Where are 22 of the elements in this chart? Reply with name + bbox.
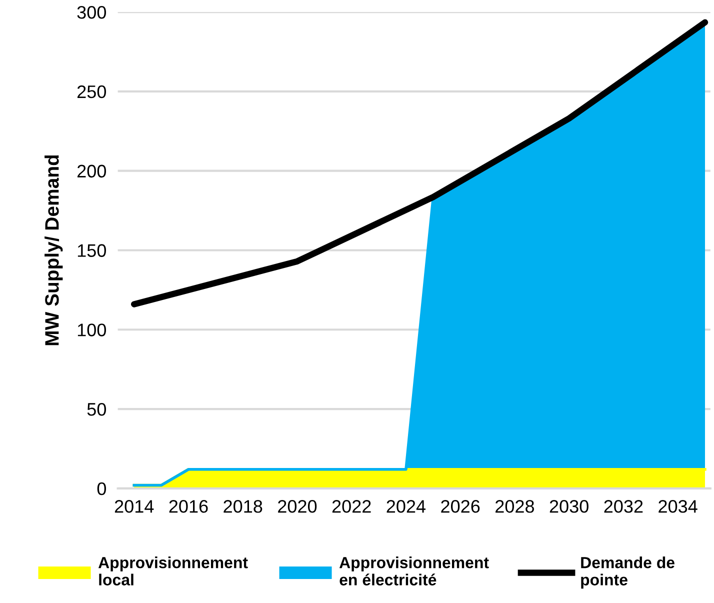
y-axis-title: MW Supply/ Demand bbox=[44, 155, 63, 346]
x-tick-label: 2028 bbox=[496, 500, 534, 513]
x-tick-label: 2020 bbox=[278, 500, 317, 513]
x-tick-label: 2026 bbox=[441, 500, 480, 513]
x-tick-label: 2016 bbox=[169, 500, 208, 513]
x-tick-label: 2018 bbox=[224, 500, 262, 513]
y-tick-label: 150 bbox=[78, 244, 106, 257]
y-tick-label: 100 bbox=[78, 324, 106, 336]
x-tick-label: 2032 bbox=[604, 500, 643, 513]
y-tick-label: 250 bbox=[77, 85, 106, 98]
legend-label: Demande de pointe bbox=[581, 556, 674, 589]
legend-label: Approvisionnement local bbox=[98, 556, 248, 586]
legend-label: Approvisionnement en électricité bbox=[339, 556, 489, 586]
x-tick-label: 2024 bbox=[386, 500, 426, 513]
x-tick-label: 2034 bbox=[658, 500, 698, 513]
y-tick-label: 200 bbox=[77, 164, 106, 178]
x-tick-label: 2022 bbox=[332, 500, 371, 513]
y-tick-label: 300 bbox=[77, 6, 106, 19]
x-tick-label: 2030 bbox=[550, 500, 588, 513]
y-tick-label: 0 bbox=[97, 482, 106, 496]
x-tick-label: 2014 bbox=[114, 500, 154, 513]
y-tick-label: 50 bbox=[87, 402, 106, 416]
